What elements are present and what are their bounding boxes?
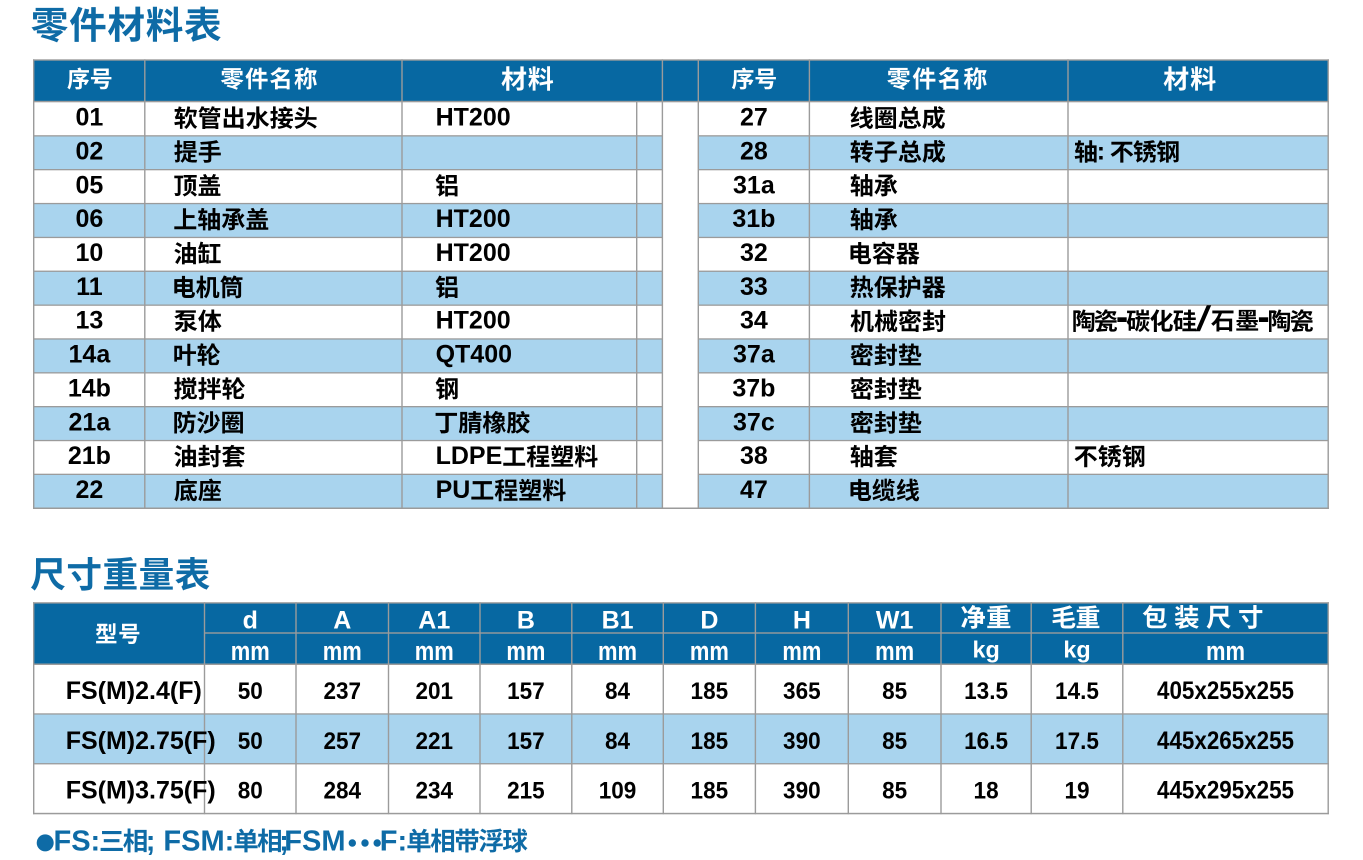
svg-text:18: 18	[974, 778, 999, 805]
svg-text:19: 19	[1064, 778, 1089, 805]
svg-text:FSM: FSM	[284, 826, 345, 858]
svg-text:14a: 14a	[69, 341, 112, 369]
svg-text:32: 32	[740, 239, 768, 267]
svg-text:47: 47	[740, 476, 768, 504]
svg-text:D: D	[700, 606, 718, 634]
svg-text:185: 185	[691, 728, 729, 755]
svg-text:QT400: QT400	[436, 341, 512, 369]
svg-text:31a: 31a	[733, 171, 776, 199]
svg-text:237: 237	[323, 678, 361, 705]
svg-text:37a: 37a	[733, 341, 776, 369]
svg-text:28: 28	[740, 137, 768, 165]
svg-text:LDPE: LDPE	[436, 442, 503, 470]
svg-text:157: 157	[507, 678, 545, 705]
svg-text:B1: B1	[602, 606, 634, 634]
svg-text:FS(M)2.75(F): FS(M)2.75(F)	[66, 727, 216, 755]
svg-text:80: 80	[238, 778, 263, 805]
svg-text:215: 215	[507, 778, 545, 805]
svg-text:37c: 37c	[733, 408, 775, 436]
svg-text:06: 06	[75, 205, 103, 233]
svg-text:201: 201	[415, 678, 453, 705]
svg-text:mm: mm	[415, 636, 454, 666]
svg-text:31b: 31b	[732, 205, 775, 233]
svg-text:21b: 21b	[68, 442, 111, 470]
svg-text:;: ;	[279, 826, 289, 858]
svg-text:390: 390	[783, 728, 821, 755]
svg-text:mm: mm	[875, 636, 914, 666]
svg-text:01: 01	[75, 104, 103, 132]
svg-text:17.5: 17.5	[1055, 728, 1099, 755]
svg-text:W1: W1	[876, 606, 914, 634]
svg-text:16.5: 16.5	[964, 728, 1008, 755]
svg-text:HT200: HT200	[436, 307, 511, 335]
svg-text:mm: mm	[1206, 636, 1245, 666]
svg-text:185: 185	[691, 778, 729, 805]
svg-text:13.5: 13.5	[964, 678, 1008, 705]
svg-text:157: 157	[507, 728, 545, 755]
svg-text:445x295x255: 445x295x255	[1157, 777, 1294, 805]
svg-text:B: B	[517, 606, 535, 634]
svg-text:A1: A1	[418, 606, 450, 634]
svg-text:37b: 37b	[732, 374, 775, 402]
svg-text:13: 13	[75, 307, 103, 335]
svg-text:PU: PU	[436, 476, 471, 504]
svg-text:50: 50	[238, 678, 263, 705]
svg-text:33: 33	[740, 273, 768, 301]
svg-text:109: 109	[599, 778, 637, 805]
svg-text:22: 22	[75, 476, 103, 504]
svg-text:365: 365	[783, 678, 821, 705]
svg-text:84: 84	[605, 728, 630, 755]
svg-text:kg: kg	[972, 636, 999, 662]
svg-text:85: 85	[882, 728, 907, 755]
svg-text:390: 390	[783, 778, 821, 805]
svg-text:d: d	[243, 606, 258, 634]
svg-text:F:: F:	[380, 826, 407, 858]
svg-text:mm: mm	[231, 636, 270, 666]
svg-text:27: 27	[740, 104, 768, 132]
svg-text:257: 257	[323, 728, 361, 755]
svg-text:FS(M)3.75(F): FS(M)3.75(F)	[66, 777, 216, 805]
svg-text:14.5: 14.5	[1055, 678, 1099, 705]
svg-text:mm: mm	[506, 636, 545, 666]
svg-text:H: H	[793, 606, 811, 634]
svg-text:85: 85	[882, 778, 907, 805]
svg-text:84: 84	[605, 678, 630, 705]
svg-text:445x265x255: 445x265x255	[1157, 727, 1294, 755]
svg-text:mm: mm	[782, 636, 821, 666]
svg-text:02: 02	[75, 137, 103, 165]
svg-text:HT200: HT200	[436, 104, 511, 132]
svg-text:50: 50	[238, 728, 263, 755]
svg-text:A: A	[333, 606, 351, 634]
svg-text:21a: 21a	[69, 408, 112, 436]
svg-text:HT200: HT200	[436, 239, 511, 267]
svg-text:10: 10	[75, 239, 103, 267]
svg-text:405x255x255: 405x255x255	[1157, 677, 1294, 705]
svg-text:85: 85	[882, 678, 907, 705]
svg-text:185: 185	[691, 678, 729, 705]
svg-text:234: 234	[415, 778, 453, 805]
svg-text:mm: mm	[598, 636, 637, 666]
svg-text::: :	[1097, 137, 1105, 165]
svg-text:; FSM:: ; FSM:	[146, 826, 235, 858]
svg-text:38: 38	[740, 442, 768, 470]
svg-text:11: 11	[76, 273, 103, 301]
svg-text:FS:: FS:	[54, 826, 101, 858]
svg-text:05: 05	[75, 171, 103, 199]
svg-text:mm: mm	[323, 636, 362, 666]
svg-text:34: 34	[740, 307, 768, 335]
svg-text:14b: 14b	[68, 374, 111, 402]
svg-text:221: 221	[415, 728, 453, 755]
svg-text:HT200: HT200	[436, 205, 511, 233]
svg-text:kg: kg	[1063, 636, 1090, 662]
svg-text:FS(M)2.4(F): FS(M)2.4(F)	[66, 677, 202, 705]
svg-text:284: 284	[323, 778, 361, 805]
svg-text:mm: mm	[690, 636, 729, 666]
